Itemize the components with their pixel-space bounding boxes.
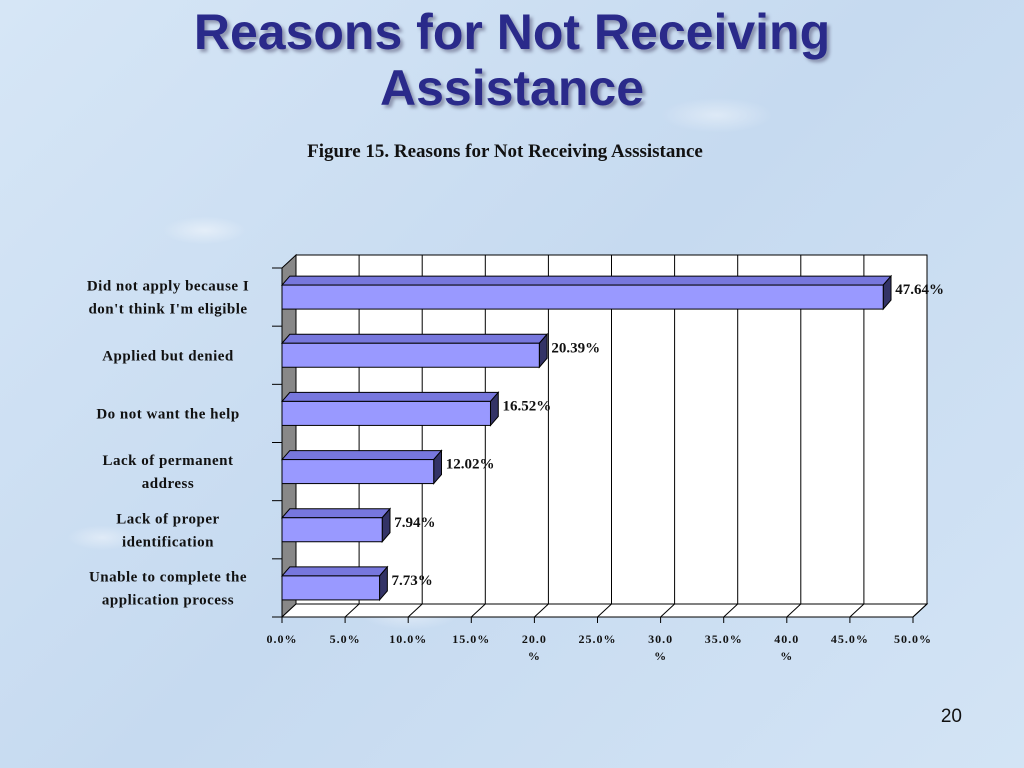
category-label-line: Applied but denied xyxy=(102,348,234,364)
category-label: Do not want the help xyxy=(96,406,239,422)
bar-top xyxy=(280,508,392,519)
grid-floor-line xyxy=(660,603,675,618)
x-tick-label-line: 30.0 xyxy=(648,632,673,646)
category-label-line: Unable to complete the xyxy=(89,569,247,585)
category-label: Lack of proper identification xyxy=(116,511,219,550)
bar-front xyxy=(281,342,540,368)
x-tick-label: 40.0% xyxy=(774,632,799,663)
grid-floor-line xyxy=(407,603,423,618)
x-tick-label-line: 45.0% xyxy=(831,632,869,646)
category-label-line: Did not apply because I xyxy=(87,279,249,295)
category-label-line: Lack of permanent xyxy=(103,453,234,469)
x-tick-label-line: 40.0 xyxy=(774,632,799,646)
category-label-line: don't think I'm eligible xyxy=(88,302,247,318)
bar-front xyxy=(281,400,491,426)
x-tick-label-line: 0.0% xyxy=(267,632,298,646)
x-tick-label: 45.0% xyxy=(831,632,869,646)
bar-top xyxy=(280,566,389,577)
bar-top xyxy=(280,333,549,344)
bar-top xyxy=(280,450,443,461)
bar-top xyxy=(280,275,893,286)
x-tick-label-line: 35.0% xyxy=(705,632,743,646)
x-tick-label-line: 10.0% xyxy=(389,632,427,646)
x-tick-label: 25.0% xyxy=(579,632,617,646)
chart-title: Figure 15. Reasons for Not Receiving Ass… xyxy=(307,141,703,162)
data-label: 7.73% xyxy=(392,573,433,589)
grid-lines xyxy=(281,255,928,623)
category-label: Lack of permanent address xyxy=(103,453,234,492)
category-label-line: application process xyxy=(102,592,234,608)
page-number: 20 xyxy=(940,706,962,727)
x-tick-label-line: 5.0% xyxy=(330,632,361,646)
bar xyxy=(280,332,549,369)
x-tick-label: 5.0% xyxy=(330,632,361,646)
data-label: 12.02% xyxy=(446,457,495,473)
grid-floor-line xyxy=(786,603,802,618)
data-label: 47.64% xyxy=(895,282,944,298)
bar xyxy=(280,274,893,311)
grid-floor-line xyxy=(723,603,739,618)
x-axis: 0.0% 5.0% 10.0% 15.0% 20.0 % 25.0% 30.0 % 35.0% 40… xyxy=(267,632,932,663)
grid-floor-line xyxy=(534,603,549,618)
x-tick-label-line: % xyxy=(780,649,793,663)
slide-title-line-2: Assistance xyxy=(379,60,645,116)
x-tick-label: 20.0% xyxy=(522,632,547,663)
grid-floor-line xyxy=(912,603,928,618)
x-tick-label: 10.0% xyxy=(389,632,427,646)
bar-top xyxy=(280,391,500,402)
bar-front xyxy=(281,459,435,485)
bars: 47.64% 20.39% 16.52% 12.02% 7.94% 7.73% xyxy=(280,274,944,602)
x-tick-label: 0.0% xyxy=(267,632,298,646)
x-tick-label-line: % xyxy=(654,649,667,663)
category-label: Applied but denied xyxy=(102,348,234,364)
grid-floor-line xyxy=(344,603,360,618)
bar-front xyxy=(281,575,381,601)
x-tick-label: 15.0% xyxy=(452,632,490,646)
category-label-line: Do not want the help xyxy=(96,406,239,422)
category-label-line: address xyxy=(142,476,194,492)
bar xyxy=(280,507,392,544)
x-tick-label-line: 15.0% xyxy=(452,632,490,646)
bar xyxy=(280,449,443,485)
data-label: 16.52% xyxy=(502,398,551,414)
x-tick-label: 50.0% xyxy=(894,632,932,646)
x-tick-label: 35.0% xyxy=(705,632,743,646)
x-tick-label-line: 50.0% xyxy=(894,632,932,646)
grid-floor-line xyxy=(470,603,486,618)
y-axis: Did not apply because I don't think I'm e… xyxy=(87,267,282,618)
category-label-line: Lack of proper xyxy=(116,511,219,527)
slide-title-line-1: Reasons for Not Receiving xyxy=(193,4,831,60)
grid-floor-line xyxy=(849,603,865,618)
x-tick-label: 30.0% xyxy=(648,632,673,663)
data-label: 20.39% xyxy=(551,340,600,356)
data-label: 7.94% xyxy=(394,515,435,531)
bar-front xyxy=(281,284,884,310)
bar xyxy=(280,565,389,602)
grid-floor-line xyxy=(597,603,612,618)
category-label: Unable to complete the application proces… xyxy=(89,569,247,608)
x-tick-label-line: 20.0 xyxy=(522,632,547,646)
x-tick-label-line: 25.0% xyxy=(579,632,617,646)
category-label-line: identification xyxy=(122,534,214,550)
bar xyxy=(280,391,500,427)
slide-title: Reasons for Not Receiving Assistance xyxy=(0,4,1024,116)
bar-front xyxy=(281,517,383,543)
x-tick-label-line: % xyxy=(528,649,541,663)
category-label: Did not apply because I don't think I'm e… xyxy=(87,279,249,318)
